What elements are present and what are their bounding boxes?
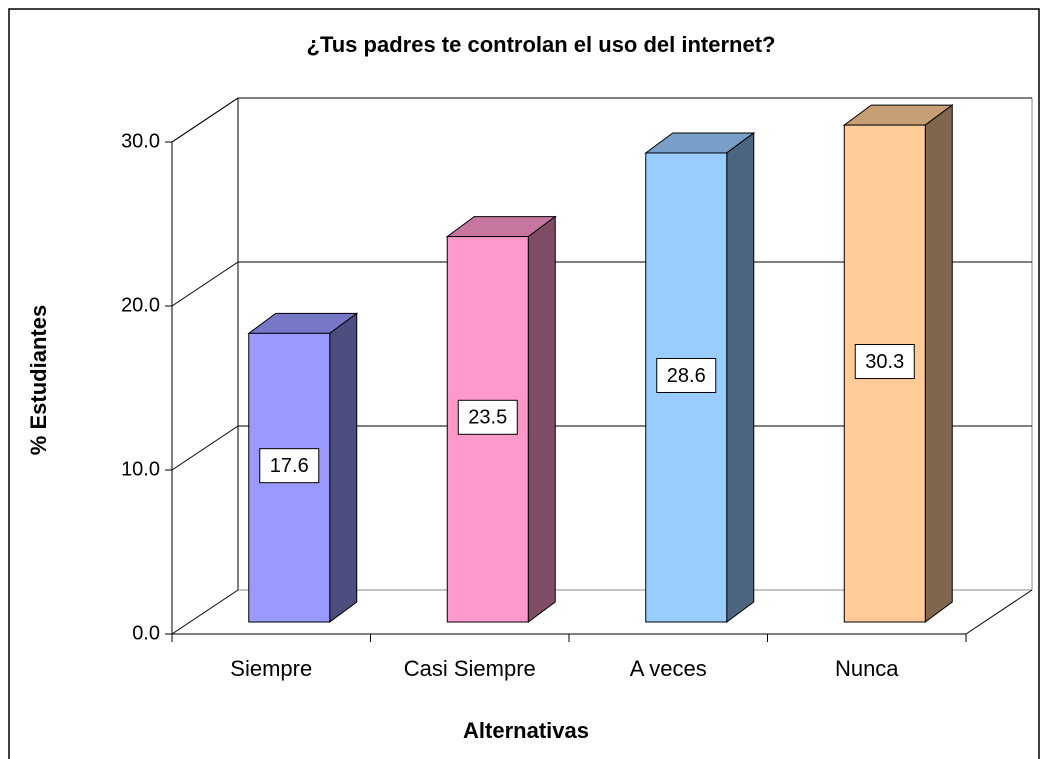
value-label-box bbox=[656, 357, 717, 393]
x-tick-label: Casi Siempre bbox=[404, 656, 536, 681]
grid-line bbox=[171, 261, 239, 307]
value-label-box bbox=[457, 399, 518, 435]
chart-title: ¿Tus padres te controlan el uso del inte… bbox=[307, 32, 776, 57]
bar-side bbox=[527, 215, 556, 623]
value-label: 17.6 bbox=[270, 455, 309, 477]
y-tick-label: 20.0 bbox=[121, 294, 160, 316]
y-tick-label: 0.0 bbox=[132, 622, 160, 644]
floor-edge bbox=[965, 589, 1033, 635]
value-label: 30.3 bbox=[865, 351, 904, 373]
value-label-box bbox=[854, 344, 915, 380]
x-tick-label: Nunca bbox=[835, 656, 899, 681]
x-tick-label: A veces bbox=[630, 656, 707, 681]
x-axis-title: Alternativas bbox=[463, 718, 589, 743]
grid-line bbox=[171, 425, 239, 471]
y-axis-title: % Estudiantes bbox=[26, 305, 51, 455]
value-label: 28.6 bbox=[667, 365, 706, 387]
bar-side bbox=[329, 312, 358, 623]
grid-line bbox=[171, 97, 239, 143]
value-label: 23.5 bbox=[468, 407, 507, 429]
x-tick-label: Siempre bbox=[230, 656, 312, 681]
bar-side bbox=[924, 104, 953, 623]
floor-edge bbox=[171, 589, 239, 635]
y-tick-label: 30.0 bbox=[121, 130, 160, 152]
y-tick-label: 10.0 bbox=[121, 458, 160, 480]
value-label-box bbox=[259, 448, 320, 484]
bar-side bbox=[726, 131, 755, 623]
